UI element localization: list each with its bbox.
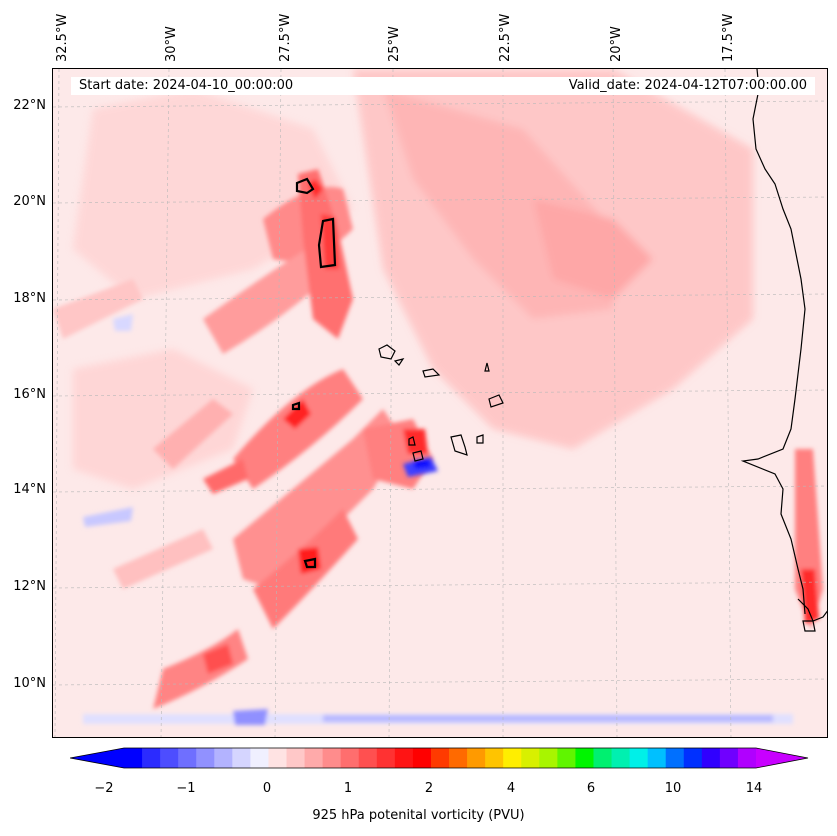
start-date-text: Start date: 2024-04-10_00:00:00 (79, 78, 294, 93)
lon-label-20w: 20°W (609, 26, 624, 62)
lat-label-12n: 12°N (13, 579, 46, 594)
colorbar-swatch (322, 748, 342, 768)
lon-label-25w: 25°W (387, 26, 402, 62)
colorbar-swatch (268, 748, 288, 768)
cbar-tick-10: 10 (664, 781, 682, 796)
colorbar-swatch (394, 748, 414, 768)
colorbar-swatch (286, 748, 306, 768)
lat-label-18n: 18°N (13, 291, 46, 306)
colorbar-swatch (647, 748, 667, 768)
colorbar-swatch (214, 748, 233, 768)
colorbar-swatch (665, 748, 685, 768)
lon-label-27-5w: 27.5°W (278, 13, 293, 62)
cbar-tick-6: 6 (586, 781, 596, 796)
cbar-tick-14: 14 (745, 781, 763, 796)
colorbar-swatch (593, 748, 613, 768)
coastlines (378, 69, 827, 632)
colorbar-swatch (430, 748, 450, 768)
colorbar-swatch (124, 748, 143, 768)
map-panel: Start date: 2024-04-10_00:00:00 Valid_da… (52, 68, 828, 738)
start-date-box: Start date: 2024-04-10_00:00:00 (71, 77, 479, 95)
colorbar-swatch (539, 748, 558, 768)
colorbar-swatch (557, 748, 576, 768)
colorbar-swatch (232, 748, 251, 768)
lat-label-10n: 10°N (13, 676, 46, 691)
pv-field-map (53, 69, 827, 737)
colorbar-swatch (719, 748, 739, 768)
colorbar-swatch (611, 748, 631, 768)
colorbar-extend-low (70, 748, 124, 768)
colorbar-outline (69, 747, 809, 769)
lon-label-30w: 30°W (164, 26, 179, 62)
colorbar-swatch (737, 748, 757, 768)
colorbar (69, 745, 810, 771)
colorbar-swatch (250, 748, 269, 768)
africa-coastline (740, 69, 806, 615)
colorbar-swatch (142, 748, 161, 768)
lon-label-17-5w: 17.5°W (721, 13, 736, 62)
lat-label-14n: 14°N (13, 482, 46, 497)
colorbar-extend-high (756, 748, 808, 768)
pv-negative-patches (83, 314, 793, 725)
colorbar-swatch (412, 748, 432, 768)
colorbar-swatch (376, 748, 396, 768)
graticule (53, 69, 827, 737)
colorbar-swatch (340, 748, 360, 768)
cape-verde-islands (378, 344, 396, 360)
colorbar-swatch (521, 748, 540, 768)
colorbar-swatch (701, 748, 721, 768)
lon-label-22-5w: 22.5°W (498, 13, 513, 62)
pv-high-contours (291, 177, 337, 569)
cbar-tick-2: 2 (424, 781, 434, 796)
colorbar-label: 925 hPa potenital vorticity (PVU) (312, 808, 525, 823)
cbar-tick-neg2: −2 (94, 781, 114, 796)
colorbar-swatch (304, 748, 324, 768)
lat-label-22n: 22°N (13, 98, 46, 113)
colorbar-swatch (178, 748, 197, 768)
lon-label-32-5w: 32.5°W (55, 13, 70, 62)
colorbar-swatch (485, 748, 504, 768)
valid-date-text: Valid_date: 2024-04-12T07:00:00.00 (568, 78, 807, 93)
colorbar-swatch (683, 748, 703, 768)
cbar-tick-1: 1 (343, 781, 353, 796)
cbar-tick-4: 4 (506, 781, 516, 796)
colorbar-swatch (467, 748, 486, 768)
colorbar-swatch (196, 748, 215, 768)
valid-date-box: Valid_date: 2024-04-12T07:00:00.00 (433, 77, 815, 95)
colorbar-swatch (358, 748, 378, 768)
cbar-tick-0: 0 (262, 781, 272, 796)
lat-label-20n: 20°N (13, 194, 46, 209)
colorbar-swatch (160, 748, 179, 768)
colorbar-graphic (69, 747, 809, 769)
colorbar-swatch (629, 748, 649, 768)
cbar-tick-neg1: −1 (176, 781, 196, 796)
lat-label-16n: 16°N (13, 387, 46, 402)
colorbar-swatch (503, 748, 522, 768)
colorbar-swatch (449, 748, 468, 768)
colorbar-swatch (575, 748, 594, 768)
